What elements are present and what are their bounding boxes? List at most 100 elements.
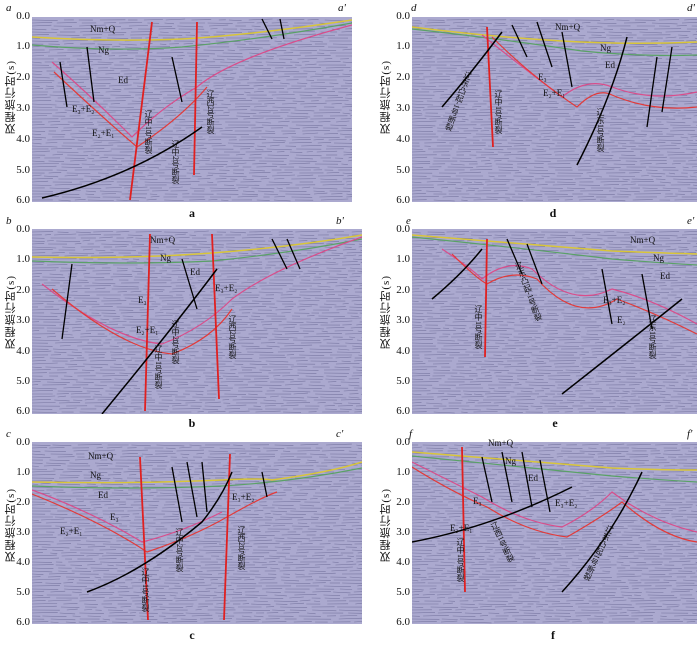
reflector-stripe	[475, 492, 489, 495]
reflector-stripe	[245, 474, 271, 476]
reflector-stripe	[221, 273, 240, 275]
reflector-stripe	[506, 252, 528, 254]
reflector-stripe	[665, 248, 677, 251]
reflector-stripe	[603, 396, 620, 398]
tick: 0.0	[396, 436, 410, 448]
reflector-stripe	[336, 309, 347, 311]
reflector-stripe	[252, 163, 267, 165]
reflector-stripe	[86, 591, 115, 593]
reflector-stripe	[135, 231, 162, 233]
reflector-stripe	[90, 504, 101, 506]
reflector-stripe	[252, 312, 278, 315]
reflector-stripe	[412, 103, 434, 106]
reflector-stripe	[537, 450, 555, 452]
reflector-stripe	[466, 61, 484, 64]
reflector-stripe	[48, 572, 75, 575]
reflector-stripe	[32, 537, 57, 539]
reflector-stripe	[350, 148, 352, 150]
reflector-stripe	[32, 549, 47, 551]
reflector-stripe	[554, 500, 562, 503]
reflector-stripe	[116, 231, 130, 233]
reflector-stripe	[32, 570, 53, 573]
reflector-stripe	[341, 163, 348, 165]
tick: 5.0	[396, 375, 410, 387]
reflector-stripe	[228, 300, 248, 303]
reflector-stripe	[533, 24, 544, 27]
reflector-stripe	[32, 399, 51, 401]
reflector-stripe	[32, 408, 53, 410]
reflector-stripe	[665, 31, 691, 33]
reflector-stripe	[423, 288, 450, 290]
reflector-stripe	[594, 168, 615, 171]
reflector-stripe	[684, 257, 697, 260]
reflector-stripe	[195, 609, 202, 611]
reflector-stripe	[671, 52, 692, 55]
reflector-stripe	[310, 516, 319, 518]
reflector-stripe	[422, 108, 446, 111]
reflector-stripe	[278, 120, 290, 123]
reflector-stripe	[164, 22, 175, 25]
reflector-stripe	[689, 387, 697, 390]
reflector-stripe	[536, 516, 559, 518]
reflector-stripe	[197, 594, 217, 596]
reflector-stripe	[42, 615, 67, 617]
reflector-stripe	[654, 58, 663, 60]
reflector-stripe	[497, 151, 512, 153]
reflector-stripe	[683, 491, 697, 494]
reflector-stripe	[316, 333, 342, 335]
reflector-stripe	[235, 153, 246, 156]
unit-label: Nm+Q	[88, 451, 114, 461]
reflector-stripe	[184, 88, 212, 90]
reflector-stripe	[270, 510, 288, 513]
reflector-stripe	[238, 139, 267, 141]
reflector-stripe	[610, 255, 625, 257]
reflector-stripe	[594, 64, 613, 66]
reflector-stripe	[633, 133, 647, 135]
reflector-stripe	[472, 258, 496, 260]
reflector-stripe	[58, 570, 68, 572]
reflector-stripe	[196, 540, 221, 543]
reflector-stripe	[673, 390, 697, 393]
reflector-stripe	[541, 387, 550, 389]
reflector-stripe	[109, 494, 133, 497]
reflector-stripe	[32, 145, 58, 148]
reflector-stripe	[677, 393, 697, 396]
reflector-stripe	[282, 390, 311, 393]
reflector-stripe	[298, 166, 320, 169]
reflector-stripe	[666, 133, 684, 135]
reflector-stripe	[518, 317, 528, 320]
reflector-stripe	[317, 285, 331, 288]
corner-label-right: e'	[687, 215, 695, 227]
tick: 1.0	[396, 40, 410, 52]
reflector-stripe	[113, 363, 122, 365]
reflector-stripe	[57, 52, 83, 54]
reflector-stripe	[189, 234, 196, 236]
reflector-stripe	[32, 124, 45, 126]
reflector-stripe	[579, 354, 586, 356]
reflector-stripe	[257, 88, 285, 90]
reflector-stripe	[32, 249, 53, 251]
reflector-stripe	[480, 506, 492, 509]
reflector-stripe	[474, 118, 483, 120]
reflector-stripe	[82, 239, 91, 242]
reflector-stripe	[340, 399, 362, 401]
fault-red	[193, 21, 198, 176]
reflector-stripe	[131, 326, 138, 329]
unit-label: Nm+Q	[150, 235, 176, 245]
reflector-stripe	[112, 471, 122, 473]
reflector-stripe	[353, 482, 362, 485]
reflector-stripe	[425, 34, 435, 37]
reflector-stripe	[663, 453, 683, 456]
reflector-stripe	[579, 450, 604, 453]
reflector-stripe	[248, 393, 258, 396]
reflector-stripe	[642, 187, 658, 189]
reflector-stripe	[116, 306, 145, 308]
reflector-stripe	[258, 291, 283, 294]
reflector-stripe	[412, 282, 432, 284]
reflector-stripe	[248, 172, 271, 174]
reflector-stripe	[171, 269, 195, 272]
unit-label: Ng	[653, 253, 664, 263]
reflector-stripe	[317, 142, 332, 144]
reflector-stripe	[149, 55, 172, 57]
reflector-stripe	[314, 297, 342, 300]
